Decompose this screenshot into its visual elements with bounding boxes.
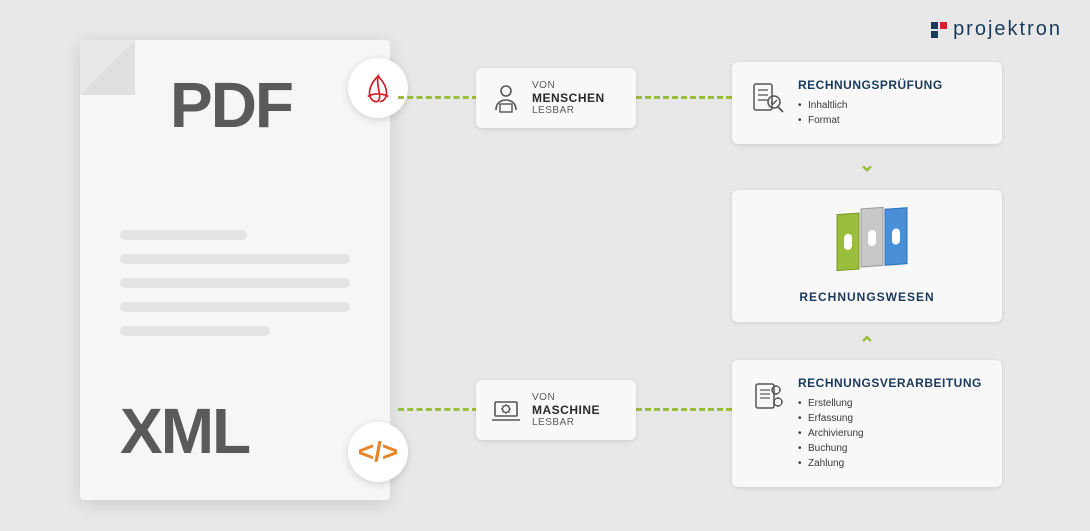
human-line3: LESBAR: [532, 105, 620, 116]
document-fold-icon: [80, 40, 135, 95]
list-item: Inhaltlich: [798, 98, 984, 113]
list-item: Erfassung: [798, 411, 984, 426]
invoice-processing-card: RECHNUNGSVERARBEITUNG Erstellung Erfassu…: [732, 360, 1002, 487]
machine-line2: MASCHINE: [532, 403, 620, 417]
accounting-card: RECHNUNGSWESEN: [732, 190, 1002, 322]
list-item: Erstellung: [798, 396, 984, 411]
human-line1: VON: [532, 80, 620, 91]
chevron-down-icon: ⌄: [859, 152, 876, 177]
pdf-badge-icon: [348, 58, 408, 118]
connector-bottom-right: [636, 408, 732, 411]
connector-bottom-left: [398, 408, 478, 411]
chevron-up-icon: ⌃: [859, 332, 876, 357]
xml-label: XML: [120, 394, 249, 468]
list-item: Archivierung: [798, 426, 984, 441]
brand-name: projektron: [953, 18, 1062, 41]
list-item: Format: [798, 113, 984, 128]
list-item: Buchung: [798, 441, 984, 456]
brand-logo: projektron: [931, 18, 1062, 41]
document-card: PDF XML </>: [80, 40, 390, 500]
invoice-processing-list: Erstellung Erfassung Archivierung Buchun…: [798, 396, 984, 471]
connector-top-left: [398, 96, 478, 99]
accounting-title: RECHNUNGSWESEN: [732, 290, 1002, 304]
brand-logo-icon: [931, 22, 947, 38]
machine-readable-card: VON MASCHINE LESBAR: [476, 380, 636, 440]
invoice-check-card: RECHNUNGSPRÜFUNG Inhaltlich Format: [732, 62, 1002, 144]
document-lines-icon: [120, 230, 350, 350]
document-gears-icon: [750, 378, 786, 414]
machine-line3: LESBAR: [532, 417, 620, 428]
machine-line1: VON: [532, 392, 620, 403]
connector-top-right: [636, 96, 732, 99]
invoice-processing-title: RECHNUNGSVERARBEITUNG: [798, 376, 984, 390]
pdf-label: PDF: [170, 68, 292, 142]
human-line2: MENSCHEN: [532, 91, 620, 105]
invoice-check-list: Inhaltlich Format: [798, 98, 984, 128]
human-readable-card: VON MENSCHEN LESBAR: [476, 68, 636, 128]
checklist-magnifier-icon: [750, 80, 786, 116]
person-icon: [490, 82, 522, 114]
laptop-gear-icon: [490, 394, 522, 426]
binders-icon: [817, 206, 917, 278]
xml-badge-icon: </>: [348, 422, 408, 482]
list-item: Zahlung: [798, 456, 984, 471]
invoice-check-title: RECHNUNGSPRÜFUNG: [798, 78, 984, 92]
